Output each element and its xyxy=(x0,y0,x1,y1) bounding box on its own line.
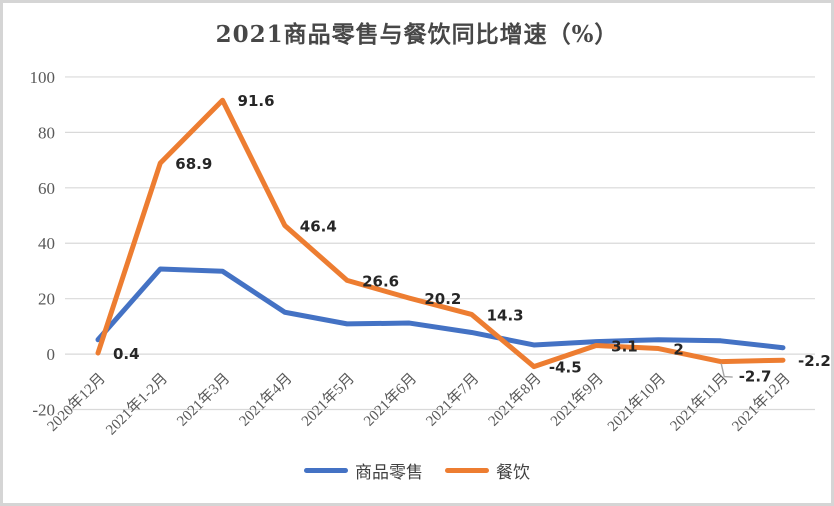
legend-label-catering: 餐饮 xyxy=(496,463,530,483)
data-label: 68.9 xyxy=(175,155,212,173)
data-label: -2.7 xyxy=(739,368,772,386)
data-label: 91.6 xyxy=(238,92,275,110)
y-axis-tick-label: 40 xyxy=(38,234,55,253)
legend-item-catering[interactable]: 餐饮 xyxy=(445,458,530,483)
y-axis-tick-label: -20 xyxy=(32,401,55,420)
data-label: 3.1 xyxy=(611,338,638,356)
x-axis-tick-label: 2021年6月 xyxy=(360,370,420,430)
x-axis-tick-label: 2021年1-2月 xyxy=(103,370,172,439)
y-axis-tick-label: 80 xyxy=(38,123,55,142)
x-axis-tick-label: 2021年11月 xyxy=(667,370,732,435)
y-axis-tick-label: 100 xyxy=(30,68,56,87)
y-axis-tick-label: 20 xyxy=(38,290,55,309)
legend-label-retail: 商品零售 xyxy=(355,463,423,483)
y-axis-tick-label: 60 xyxy=(38,179,55,198)
data-label: 0.4 xyxy=(113,345,140,363)
y-axis-tick-label: 0 xyxy=(47,345,56,364)
data-label: 46.4 xyxy=(300,218,337,236)
leader-line xyxy=(720,363,733,378)
x-axis-tick-label: 2021年3月 xyxy=(174,370,234,430)
x-axis-tick-label: 2021年8月 xyxy=(485,370,545,430)
x-axis-tick-label: 2021年10月 xyxy=(604,370,669,435)
data-label: 2 xyxy=(673,341,683,359)
catering-series-line xyxy=(95,97,786,370)
data-label: 14.3 xyxy=(487,306,524,324)
chart-title: 2021商品零售与餐饮同比增速（%） xyxy=(215,21,619,48)
x-axis-tick-label: 2021年4月 xyxy=(236,370,296,430)
x-axis-tick-label: 2021年9月 xyxy=(547,370,607,430)
x-axis-tick-label: 2021年5月 xyxy=(298,370,358,430)
data-label: 20.2 xyxy=(424,290,461,308)
retail-line-swatch xyxy=(304,468,348,473)
data-label: 26.6 xyxy=(362,272,399,290)
retail-series-line xyxy=(95,266,786,351)
x-axis-tick-label: 2021年7月 xyxy=(423,370,483,430)
legend-item-retail[interactable]: 商品零售 xyxy=(304,458,423,483)
data-label: -2.2 xyxy=(798,352,831,370)
catering-line-swatch xyxy=(445,468,489,473)
data-label: -4.5 xyxy=(549,359,582,377)
legend: 商品零售 餐饮 xyxy=(3,458,831,483)
